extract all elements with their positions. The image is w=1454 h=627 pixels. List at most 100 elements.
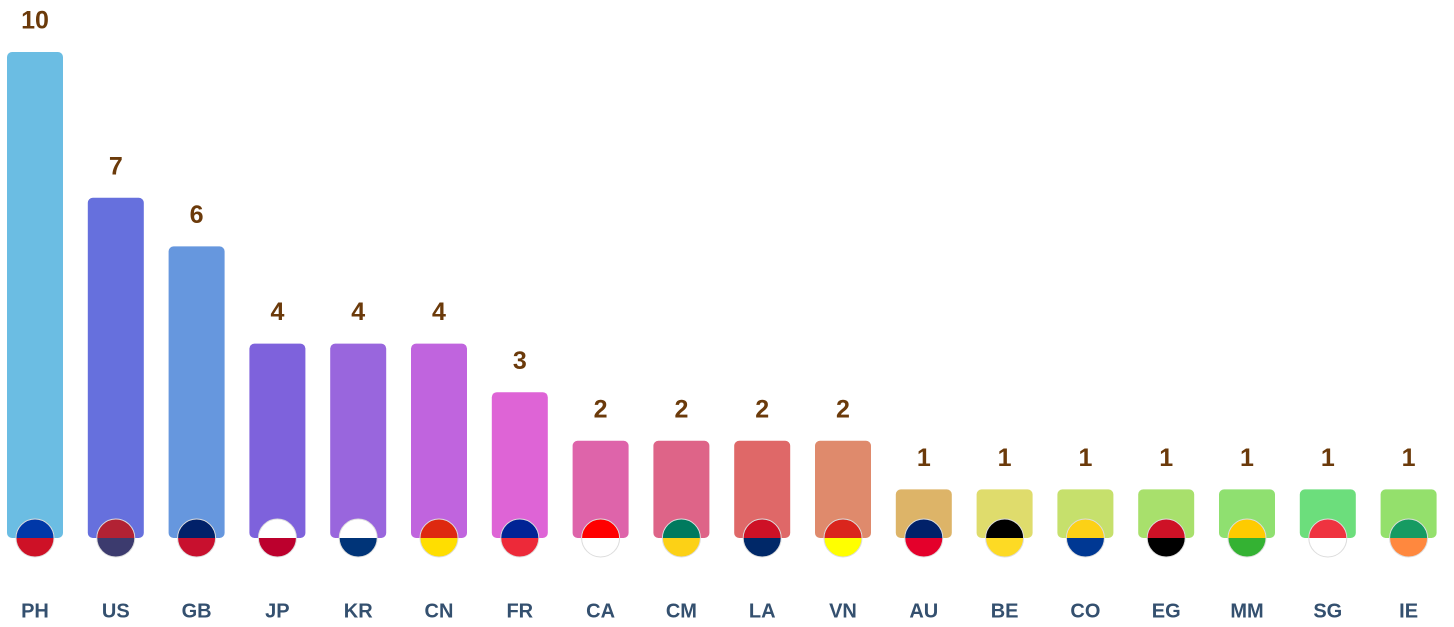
flag-icon — [96, 518, 136, 558]
flag-icon — [177, 518, 217, 558]
flag-border — [500, 518, 540, 558]
flag-icon — [985, 518, 1025, 558]
bar — [249, 343, 306, 538]
flag-half — [258, 538, 297, 557]
x-tick-label: JP — [265, 600, 289, 622]
flag-icon — [742, 518, 782, 558]
flag-half — [16, 519, 54, 538]
flag-half — [258, 519, 297, 538]
flag-icon — [338, 518, 378, 558]
flag-half — [177, 519, 216, 538]
flag-half — [743, 519, 782, 538]
value-label: 2 — [836, 395, 850, 423]
value-label: 2 — [674, 395, 688, 423]
x-tick-label: IE — [1399, 600, 1418, 622]
flag-half — [500, 538, 539, 557]
bar — [330, 343, 387, 538]
bar — [7, 52, 63, 538]
flag-half — [500, 519, 539, 538]
flag-half — [824, 519, 862, 538]
flag-icon — [257, 518, 297, 558]
x-tick-label: CM — [666, 600, 697, 622]
value-label: 2 — [755, 395, 769, 423]
flag-border — [15, 518, 55, 558]
flag-half — [1389, 519, 1428, 538]
flag-icon — [15, 518, 55, 558]
flag-half — [420, 519, 458, 538]
flag-border — [581, 518, 621, 558]
x-tick-label: PH — [21, 600, 49, 622]
x-tick-label: GB — [182, 600, 212, 622]
value-label: 6 — [190, 201, 204, 229]
value-label: 7 — [109, 152, 123, 180]
x-tick-label: LA — [749, 600, 776, 622]
flag-icon — [581, 518, 621, 558]
x-tick-label: CA — [586, 600, 615, 622]
flag-border — [823, 518, 863, 558]
flag-border — [1146, 518, 1186, 558]
flag-border — [1389, 518, 1429, 558]
bar — [572, 440, 629, 538]
flag-half — [904, 538, 943, 557]
flag-half — [339, 538, 378, 557]
bar — [168, 246, 225, 538]
flag-border — [904, 518, 944, 558]
flag-half — [662, 519, 701, 538]
flag-half — [1228, 519, 1266, 538]
flag-half — [985, 519, 1024, 538]
x-tick-label: CN — [425, 600, 454, 622]
value-label: 10 — [21, 7, 49, 35]
value-label: 1 — [998, 444, 1012, 472]
value-label: 1 — [1159, 444, 1173, 472]
value-label: 4 — [270, 298, 284, 326]
flag-icon — [1065, 518, 1105, 558]
bar — [815, 440, 871, 538]
flag-half — [581, 519, 620, 538]
x-tick-label: MM — [1230, 600, 1263, 622]
flag-half — [177, 538, 216, 557]
flag-border — [661, 518, 701, 558]
x-tick-label: EG — [1152, 600, 1181, 622]
x-tick-label: VN — [829, 600, 857, 622]
flag-icon — [419, 518, 459, 558]
flag-half — [1308, 519, 1347, 538]
flag-border — [419, 518, 459, 558]
value-label: 1 — [1402, 444, 1416, 472]
flag-half — [824, 538, 862, 557]
flag-icon — [904, 518, 944, 558]
flag-half — [1066, 538, 1105, 557]
x-tick-label: KR — [344, 600, 373, 622]
value-label: 4 — [351, 298, 365, 326]
flag-border — [1308, 518, 1348, 558]
flag-border — [1227, 518, 1267, 558]
value-label: 1 — [917, 444, 931, 472]
flag-half — [1066, 519, 1105, 538]
bar — [491, 392, 548, 538]
flag-half — [985, 538, 1024, 557]
flag-border — [177, 518, 217, 558]
flag-half — [1147, 538, 1186, 557]
flag-half — [1389, 538, 1428, 557]
flag-border — [96, 518, 136, 558]
flag-border — [1065, 518, 1105, 558]
value-label: 1 — [1078, 444, 1092, 472]
flag-icon — [661, 518, 701, 558]
flag-half — [339, 519, 378, 538]
flag-border — [985, 518, 1025, 558]
value-label: 4 — [432, 298, 446, 326]
x-tick-label: CO — [1070, 600, 1100, 622]
flag-border — [338, 518, 378, 558]
x-tick-label: AU — [909, 600, 938, 622]
flag-icon — [1389, 518, 1429, 558]
flag-half — [1228, 538, 1266, 557]
x-tick-label: SG — [1313, 600, 1342, 622]
flag-border — [742, 518, 782, 558]
flag-half — [1308, 538, 1347, 557]
flag-half — [1147, 519, 1186, 538]
flag-half — [904, 519, 943, 538]
flag-border — [257, 518, 297, 558]
flag-half — [662, 538, 701, 557]
flag-half — [96, 538, 135, 557]
